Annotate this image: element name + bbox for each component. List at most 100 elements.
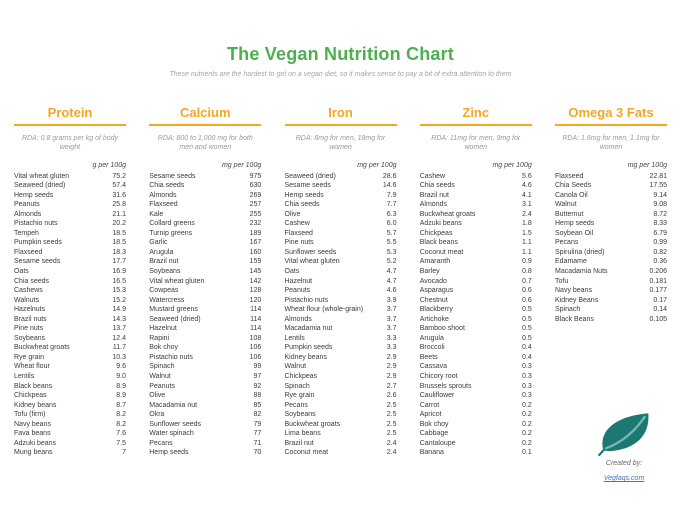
food-name: Tempeh [14,229,39,237]
table-row: Tofu 0.181 [555,277,667,287]
column-title: Omega 3 Fats [568,105,654,120]
table-row: Chia seeds 4.6 [420,181,532,191]
footer: Created by: Vegfaqs.com [578,410,670,485]
food-name: Apricot [419,411,442,419]
table-row: Collard greens 232 [149,219,261,229]
food-name: Sesame seeds [149,172,196,180]
table-row: Almonds 269 [149,191,261,201]
food-name: Hazelnut [284,277,313,285]
column-title: Calcium [179,105,231,120]
table-row: Avocado 0.7 [420,277,532,287]
food-name: Kidney beans [14,401,57,409]
table-row: Wheat flour (whole-grain) 3.7 [285,305,397,315]
table-row: Pistachio nuts 106 [149,353,261,363]
food-value: 5.5 [386,239,397,247]
food-name: Almonds [284,315,312,323]
food-value: 4.1 [522,191,532,199]
header-underline [419,124,532,126]
table-row: Vital wheat gluten 142 [149,277,261,287]
food-name: Peanuts [284,287,311,295]
food-value: 18.3 [112,248,126,256]
food-name: Pumpkin seeds [284,344,333,352]
food-name: Lentils [14,372,35,380]
table-row: Cashew 6.0 [285,219,397,229]
food-value: 7.9 [386,191,397,199]
food-name: Mustard greens [149,306,198,314]
food-name: Coconut meat [284,449,329,457]
food-name: Carrot [419,401,440,409]
food-name: Asparagus [419,287,454,295]
vegfaqs-link[interactable]: Vegfaqs.com [603,475,645,482]
food-value: 2.6 [386,392,397,400]
table-row: Lentils 3.3 [285,334,397,344]
food-name: Chia seeds [149,182,185,190]
food-value: 0.36 [653,258,667,266]
column-title: Protein [47,105,93,120]
food-name: Wheat flour [14,363,50,371]
food-value: 8.9 [116,392,126,400]
food-name: Soybean Oil [555,229,594,237]
table-row: Edamame 0.36 [555,257,667,267]
food-list: Flaxseed 22.81 Chia Seeds 17.55 Canola Oil 9.… [555,172,667,325]
food-name: Seaweed (dried) [149,315,201,323]
food-name: Lentils [284,334,305,342]
food-value: 5.3 [386,248,397,256]
table-row: Arugula 0.5 [420,334,532,344]
food-value: 114 [250,325,262,333]
food-value: 0.206 [649,267,667,275]
food-value: 0.3 [522,372,532,380]
food-name: Butternut [555,210,584,218]
food-value: 9.08 [653,201,667,209]
food-value: 77 [253,430,262,438]
food-value: 0.3 [522,363,532,371]
table-row: Rye grain 2.6 [285,391,397,401]
table-row: Spinach 2.7 [285,382,397,392]
food-name: Sunflower seeds [284,248,337,256]
table-row: Spinach 99 [149,362,261,372]
food-value: 18.5 [112,239,126,247]
unit-label: mg per 100g [492,161,532,169]
table-row: Macadamia nut 3.7 [285,324,397,334]
table-row: Pistachio nuts 20.2 [14,219,126,229]
food-name: Macadamia Nuts [555,267,608,275]
table-row: Sunflower seeds 79 [149,420,261,430]
food-value: 0.5 [522,306,532,314]
nutrient-column-protein: Protein RDA: 0.8 grams per kg of body wei… [14,105,126,458]
food-value: 7.6 [116,430,126,438]
table-row: Butternut 8.72 [555,210,667,220]
food-name: Walnut [149,372,171,380]
food-name: Peanuts [14,201,40,209]
table-row: Cassava 0.3 [420,362,532,372]
food-name: Fava beans [14,430,51,438]
food-name: Vital wheat gluten [284,258,340,266]
food-value: 0.2 [522,439,532,447]
food-value: 92 [253,382,262,390]
table-row: Brussels sprouts 0.3 [420,382,532,392]
food-name: Wheat flour (whole-grain) [284,306,364,314]
table-row: Cantaloupe 0.2 [420,439,532,449]
food-value: 21.1 [112,210,126,218]
food-name: Rapini [149,334,170,342]
food-name: Chickpeas [14,392,47,400]
food-name: Chia seeds [284,201,320,209]
table-row: Spinach 0.14 [555,305,667,315]
food-name: Broccoli [419,344,445,352]
nutrient-column-calcium: Calcium RDA: 800 to 1,000 mg for both men… [149,105,262,458]
food-name: Buckwheat groats [419,210,476,218]
food-name: Peanuts [149,382,175,390]
food-value: 28.6 [382,172,397,180]
table-row: Cabbage 0.2 [420,429,532,439]
food-name: Flaxseed [149,201,178,209]
food-name: Soybeans [14,334,46,342]
table-row: Rye grain 10.3 [14,353,126,363]
food-name: Cashew [284,220,310,228]
food-value: 71 [253,439,262,447]
table-row: Brazil nut 4.1 [420,191,532,201]
food-name: Pistachio nuts [284,296,329,304]
rda-note: RDA: 0.8 grams per kg of body weight [21,134,119,151]
table-row: Banana 0.1 [420,448,532,458]
table-row: Macadamia nut 85 [149,401,261,411]
food-value: 8.7 [116,401,126,409]
table-row: Okra 82 [149,410,261,420]
unit-label: mg per 100g [221,161,262,169]
